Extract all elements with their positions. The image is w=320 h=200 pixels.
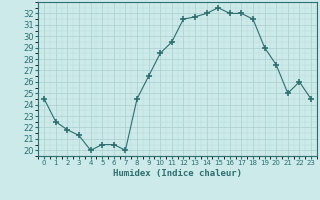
- X-axis label: Humidex (Indice chaleur): Humidex (Indice chaleur): [113, 169, 242, 178]
